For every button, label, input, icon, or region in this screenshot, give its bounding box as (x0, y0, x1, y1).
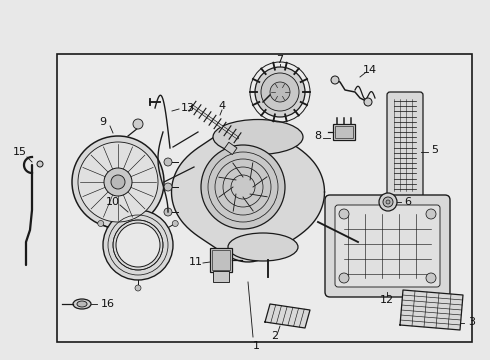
Circle shape (116, 223, 160, 267)
Text: 5: 5 (432, 145, 439, 155)
Circle shape (135, 285, 141, 291)
Text: 10: 10 (106, 197, 120, 207)
Circle shape (78, 142, 158, 222)
Circle shape (164, 208, 172, 216)
Text: 2: 2 (271, 331, 278, 341)
Bar (212, 250, 230, 270)
Text: 15: 15 (13, 147, 27, 157)
Polygon shape (172, 122, 324, 262)
Text: 8: 8 (315, 131, 321, 141)
Circle shape (270, 82, 290, 102)
Circle shape (339, 273, 349, 283)
Circle shape (37, 161, 43, 167)
Circle shape (98, 220, 104, 226)
Circle shape (72, 136, 164, 228)
Text: 4: 4 (219, 101, 225, 111)
FancyBboxPatch shape (387, 92, 423, 198)
Text: 3: 3 (468, 317, 475, 327)
Ellipse shape (73, 299, 91, 309)
Text: 11: 11 (189, 257, 203, 267)
Circle shape (379, 193, 397, 211)
Circle shape (164, 183, 172, 191)
Circle shape (364, 98, 372, 106)
Bar (57, 54, 472, 342)
Text: 12: 12 (380, 295, 394, 305)
Text: 6: 6 (405, 197, 412, 207)
Text: 9: 9 (99, 117, 106, 127)
Polygon shape (265, 304, 310, 328)
Polygon shape (400, 290, 463, 330)
Ellipse shape (77, 301, 87, 307)
Circle shape (104, 168, 132, 196)
Circle shape (426, 273, 436, 283)
Bar (333, 124, 355, 140)
Circle shape (111, 175, 125, 189)
Circle shape (133, 119, 143, 129)
Text: 1: 1 (252, 341, 260, 351)
Ellipse shape (213, 120, 303, 154)
Circle shape (255, 67, 305, 117)
Circle shape (386, 200, 390, 204)
FancyBboxPatch shape (325, 195, 450, 297)
Text: 7: 7 (276, 55, 284, 65)
Bar (335, 126, 353, 138)
Ellipse shape (228, 233, 298, 261)
Circle shape (172, 220, 178, 226)
Circle shape (426, 209, 436, 219)
Circle shape (331, 76, 339, 84)
Text: 13: 13 (181, 103, 195, 113)
Circle shape (103, 210, 173, 280)
Text: 14: 14 (363, 65, 377, 75)
Circle shape (383, 197, 393, 207)
Text: 16: 16 (101, 299, 115, 309)
Bar (210, 248, 232, 272)
Circle shape (339, 209, 349, 219)
Bar (224, 142, 237, 154)
Circle shape (261, 73, 299, 111)
Circle shape (201, 145, 285, 229)
Bar (213, 271, 229, 282)
Circle shape (164, 158, 172, 166)
FancyBboxPatch shape (335, 205, 440, 287)
